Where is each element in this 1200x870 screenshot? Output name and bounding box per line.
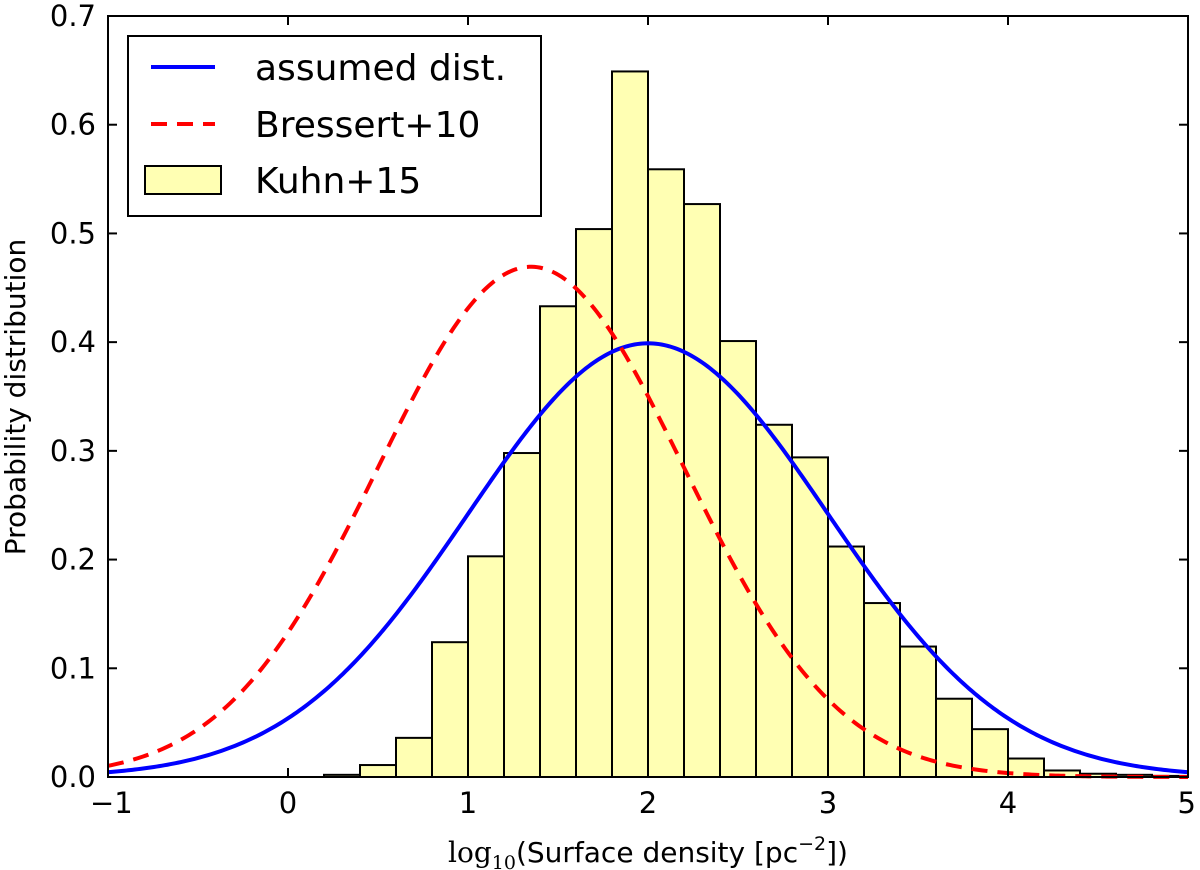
histogram-bar [827,545,865,778]
histogram-bar [611,70,649,779]
y-tick-label: 0.5 [50,216,96,250]
histogram-bar [791,456,829,778]
y-tick-label: 0.2 [50,543,96,577]
histogram-bar [575,228,613,778]
histogram-bar [359,764,397,779]
plot-frame [107,15,1189,778]
histogram-bar [899,645,937,778]
x-tick-label: 3 [819,786,837,820]
y-tick-label: 0.7 [50,0,96,33]
x-axis-label: log10(Surface density [pc−2]) [448,833,848,870]
series-line-assumed [107,341,1189,775]
histogram-bar [395,736,433,778]
y-tick-label: 0.1 [50,651,96,685]
histogram-bar [431,641,469,778]
histogram-bar [503,452,541,778]
x-tick-label: 2 [639,786,657,820]
legend-label-assumed: assumed dist. [255,48,506,89]
histogram-bar [647,168,685,778]
histogram-bar [467,555,505,778]
x-tick-label: −1 [90,786,133,820]
legend-label-kuhn: Kuhn+15 [255,161,421,202]
y-axis-label: Probability distribution [0,239,32,555]
x-tick-label: 5 [1178,786,1196,820]
histogram-bar [863,602,901,778]
legend-patch-kuhn [144,165,222,195]
legend-label-bressert: Bressert+10 [255,105,480,146]
histogram-bar [755,423,793,778]
legend: assumed dist. Bressert+10 Kuhn+15 [127,35,542,217]
histogram-bar [683,203,721,778]
y-tick-label: 0.6 [50,108,96,142]
x-tick-label: 0 [279,786,297,820]
x-tick-label: 1 [459,786,477,820]
tick-labels: −1 0 1 2 3 4 5 0.0 0.1 0.2 0.3 0.4 0.5 0.6 0.7 [50,0,1196,820]
histogram-bar [539,305,577,778]
y-tick-label: 0.4 [50,325,96,359]
x-tick-label: 4 [999,786,1017,820]
y-tick-label: 0.3 [50,434,96,468]
y-tick-label: 0.0 [50,760,96,794]
